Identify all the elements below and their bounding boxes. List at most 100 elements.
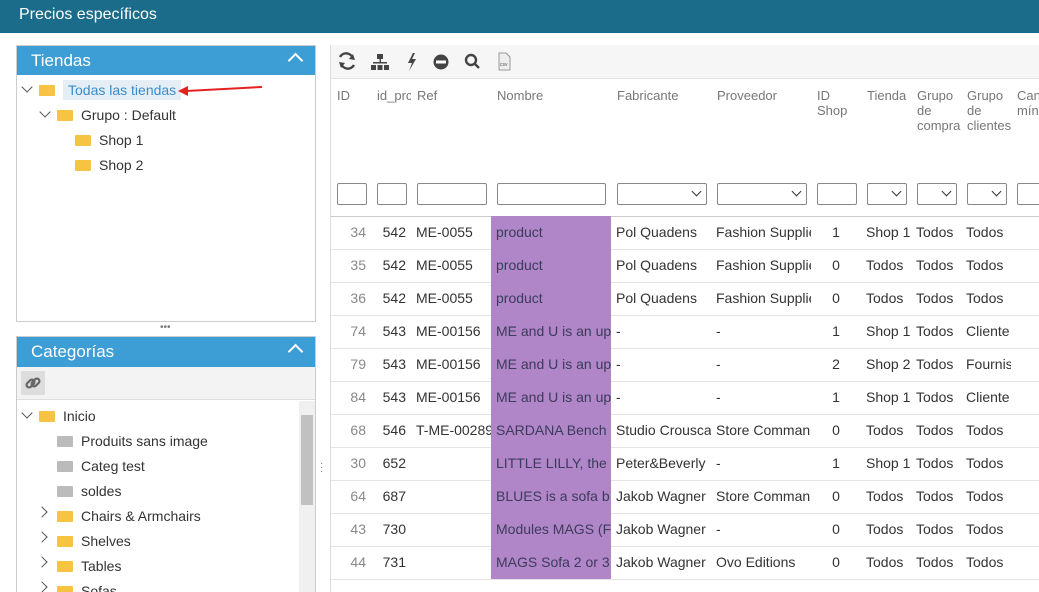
grid-cell[interactable]: Todos: [916, 389, 954, 405]
grid-cell[interactable]: -: [716, 389, 721, 405]
grid-cell[interactable]: -: [616, 323, 621, 339]
grid-cell[interactable]: -: [716, 455, 721, 471]
grid-cell[interactable]: Todos: [916, 224, 954, 240]
grid-cell[interactable]: Todos: [916, 488, 954, 504]
grid-cell[interactable]: 68: [350, 422, 366, 438]
grid-cell[interactable]: 1: [832, 455, 840, 471]
grid-cell[interactable]: Todos: [866, 521, 904, 537]
grid-cell[interactable]: ME-0055: [416, 224, 473, 240]
grid-cell[interactable]: Todos: [966, 422, 1004, 438]
grid-cell[interactable]: 0: [832, 422, 840, 438]
scrollbar[interactable]: [299, 401, 315, 592]
grid-cell[interactable]: [1011, 216, 1039, 249]
column-header[interactable]: Ref: [417, 88, 438, 103]
grid-cell[interactable]: Jakob Wagner: [616, 554, 706, 570]
grid-cell[interactable]: Todos: [916, 554, 954, 570]
grid-cell[interactable]: Todos: [966, 290, 1004, 306]
grid-cell[interactable]: Todos: [916, 323, 954, 339]
filter-select[interactable]: [867, 183, 907, 205]
grid-cell[interactable]: Shop 1: [866, 389, 911, 405]
grid-cell[interactable]: ME-00156: [416, 356, 481, 372]
filter-input[interactable]: [417, 183, 487, 205]
grid-cell[interactable]: Todos: [916, 422, 954, 438]
grid-cell[interactable]: [1011, 315, 1039, 348]
grid-cell[interactable]: Todos: [866, 257, 904, 273]
grid-cell[interactable]: 43: [350, 521, 366, 537]
grid-cell[interactable]: Cliente: [966, 389, 1010, 405]
tree-node[interactable]: Todas las tiendas: [39, 79, 182, 101]
grid-cell[interactable]: -: [716, 323, 721, 339]
grid-cell[interactable]: LITTLE LILLY, the: [491, 447, 611, 480]
grid-cell[interactable]: ME-0055: [416, 290, 473, 306]
grid-cell[interactable]: Fournis: [966, 356, 1011, 372]
grid-cell[interactable]: 1: [832, 389, 840, 405]
grid-cell[interactable]: [1011, 348, 1039, 381]
grid-cell[interactable]: 731: [382, 554, 406, 570]
column-header[interactable]: ID Shop: [817, 88, 848, 118]
grid-cell[interactable]: 64: [350, 488, 366, 504]
tree-node[interactable]: Produits sans image: [57, 430, 208, 452]
grid-cell[interactable]: Fashion Supplie: [716, 257, 811, 273]
grid-cell[interactable]: [1011, 546, 1039, 579]
filter-select[interactable]: [617, 183, 707, 205]
search-button[interactable]: [464, 53, 480, 69]
tree-node[interactable]: Sofas: [57, 580, 117, 592]
filter-select[interactable]: [1017, 183, 1039, 205]
grid-cell[interactable]: Peter&Beverly: [616, 455, 706, 471]
filter-select[interactable]: [917, 183, 957, 205]
grid-cell[interactable]: Todos: [966, 224, 1004, 240]
grid-cell[interactable]: 542: [382, 290, 406, 306]
grid-cell[interactable]: ME and U is an up: [491, 381, 611, 414]
grid-cell[interactable]: 1: [832, 323, 840, 339]
grid-cell[interactable]: 36: [350, 290, 366, 306]
panel-header[interactable]: Categorías: [17, 337, 315, 367]
grid-cell[interactable]: Todos: [966, 488, 1004, 504]
grid-cell[interactable]: 34: [350, 224, 366, 240]
column-header[interactable]: Nombre: [497, 88, 544, 103]
grid-cell[interactable]: ME and U is an up: [491, 348, 611, 381]
grid-cell[interactable]: [1011, 249, 1039, 282]
tree-node[interactable]: Categ test: [57, 455, 145, 477]
grid-cell[interactable]: -: [716, 356, 721, 372]
grid-cell[interactable]: 687: [382, 488, 406, 504]
grid-cell[interactable]: [411, 513, 491, 546]
grid-cell[interactable]: Todos: [916, 290, 954, 306]
filter-input[interactable]: [497, 183, 606, 205]
remove-button[interactable]: [433, 54, 449, 70]
grid-cell[interactable]: -: [716, 521, 721, 537]
grid-cell[interactable]: Fashion Supplie: [716, 224, 811, 240]
tree-node[interactable]: Shop 1: [75, 129, 143, 151]
refresh-button[interactable]: [338, 52, 356, 70]
grid-cell[interactable]: Todos: [916, 455, 954, 471]
tree-node[interactable]: Grupo : Default: [57, 104, 176, 126]
tree-node[interactable]: Chairs & Armchairs: [57, 505, 201, 527]
tree-node[interactable]: Shop 2: [75, 154, 143, 176]
grid-cell[interactable]: Pol Quadens: [616, 290, 697, 306]
grid-cell[interactable]: 0: [832, 290, 840, 306]
grid-cell[interactable]: Pol Quadens: [616, 257, 697, 273]
grid-cell[interactable]: ME-0055: [416, 257, 473, 273]
grid-cell[interactable]: 652: [382, 455, 406, 471]
grid-cell[interactable]: 0: [832, 257, 840, 273]
grid-cell[interactable]: 546: [382, 422, 406, 438]
grid-cell[interactable]: Modules MAGS (F: [491, 513, 611, 546]
filter-input[interactable]: [817, 183, 857, 205]
grid-cell[interactable]: 0: [832, 521, 840, 537]
grid-cell[interactable]: [1011, 480, 1039, 513]
grid-cell[interactable]: Todos: [916, 356, 954, 372]
grid-cell[interactable]: 1: [832, 224, 840, 240]
grid-cell[interactable]: Ovo Editions: [716, 554, 796, 570]
grid-cell[interactable]: [1011, 447, 1039, 480]
tree-node[interactable]: soldes: [57, 480, 121, 502]
grid-cell[interactable]: Store Comman: [716, 488, 811, 504]
grid-cell[interactable]: Todos: [966, 257, 1004, 273]
grid-cell[interactable]: ME and U is an up: [491, 315, 611, 348]
grid-cell[interactable]: Shop 1: [866, 455, 911, 471]
grid-cell[interactable]: [1011, 513, 1039, 546]
grid-cell[interactable]: BLUES is a sofa b: [491, 480, 611, 513]
grid-cell[interactable]: 0: [832, 488, 840, 504]
grid-cell[interactable]: 35: [350, 257, 366, 273]
grid-cell[interactable]: ME-00156: [416, 323, 481, 339]
grid-cell[interactable]: 44: [350, 554, 366, 570]
grid-cell[interactable]: Studio Crousca: [616, 422, 711, 438]
